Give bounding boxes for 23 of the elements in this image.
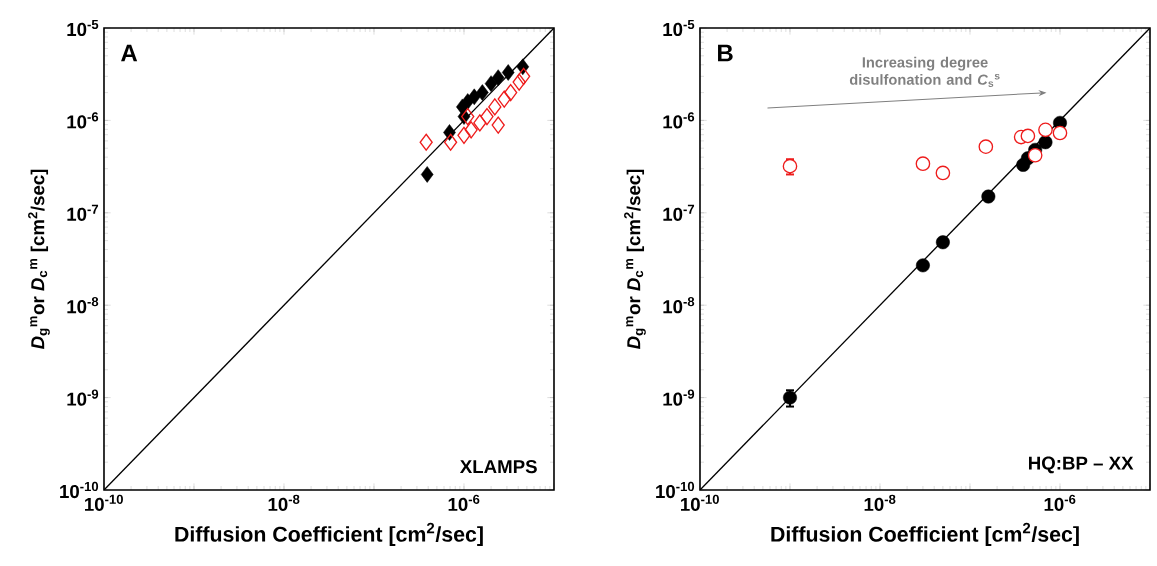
x-axis-title: Diffusion Coefficient [cm$^{2}$/sec] bbox=[175, 522, 483, 547]
y-tick-label: 10$^{-7}$ bbox=[67, 204, 99, 221]
y-tick-label: 10$^{-8}$ bbox=[67, 297, 99, 314]
annotation: XLAMPS bbox=[459, 459, 537, 474]
y-tick-label: 10$^{-6}$ bbox=[663, 112, 695, 129]
y-tick-label: 10$^{-5}$ bbox=[67, 19, 99, 37]
x-axis-title: Diffusion Coefficient [cm$^{2}$/sec] bbox=[771, 522, 1079, 547]
x-tick-label: 10$^{-8}$ bbox=[864, 494, 896, 511]
x-tick-label: 10$^{-8}$ bbox=[268, 494, 300, 511]
x-tick-label: 10$^{-6}$ bbox=[448, 494, 480, 511]
annotation: Increasing degree disulfonation and C$_{s}$s bbox=[849, 56, 1000, 88]
x-tick-label: 10$^{-6}$ bbox=[1044, 494, 1076, 511]
annotation: B bbox=[718, 44, 733, 62]
y-tick-label: 10$^{-5}$ bbox=[663, 19, 695, 37]
y-tick-label: 10$^{-6}$ bbox=[67, 112, 99, 129]
text: D$_{g}$$^{m}$or D$_{c}$$^{m}$ [cm$^{2}$/sec] bbox=[28, 169, 50, 350]
y-tick-label: 10$^{-9}$ bbox=[67, 389, 99, 406]
annotation: A bbox=[121, 44, 138, 62]
y-tick-label: 10$^{-9}$ bbox=[663, 389, 695, 406]
y-tick-label: 10$^{-7}$ bbox=[663, 204, 695, 221]
text: D$_{g}$$^{m}$or D$_{c}$$^{m}$ [cm$^{2}$/sec] bbox=[624, 169, 646, 350]
y-tick-label: 10$^{-8}$ bbox=[663, 297, 695, 314]
annotation: HQ:BP – XX bbox=[1029, 456, 1134, 474]
